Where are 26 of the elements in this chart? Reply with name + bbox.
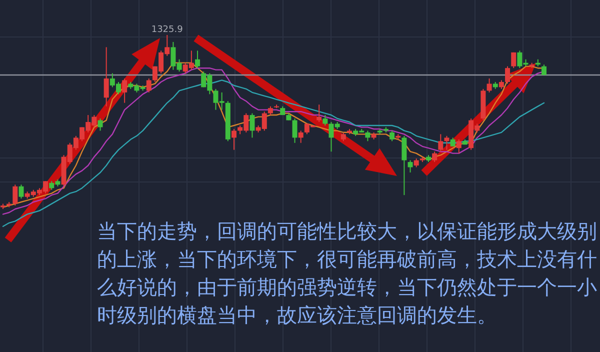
- candlestick: [231, 128, 236, 150]
- candlestick: [316, 104, 322, 122]
- candlestick: [486, 78, 492, 93]
- candlestick: [390, 130, 395, 142]
- candlestick: [505, 66, 510, 84]
- candlestick: [322, 114, 328, 126]
- candlestick: [195, 50, 200, 69]
- candlestick: [292, 118, 298, 144]
- annotation: 1325.9: [151, 25, 183, 35]
- candlestick: [122, 78, 128, 104]
- candlestick: [104, 46, 109, 107]
- candlestick: [12, 184, 18, 206]
- candlestick: [98, 118, 103, 132]
- candlestick: [511, 52, 516, 69]
- candlestick: [408, 160, 413, 173]
- candlestick: [432, 151, 438, 163]
- candlestick: [365, 130, 370, 142]
- candlestick: [444, 135, 450, 150]
- candlestick: [402, 135, 407, 196]
- candlestick: [298, 130, 304, 144]
- candlestick: [146, 78, 152, 93]
- text: 当下的走势，回调的可能性比较大，以保证能形成大级别的上涨，当下的环境下，很可能再破前高，技术上没有什么好说的，由于前期的强势逆转，当下仍然处于一个一小时级别的横盘当中，故应该注意回调的发生。: [97, 219, 597, 329]
- candlestick: [456, 138, 462, 154]
- candlestick: [18, 184, 24, 200]
- candlestick: [438, 134, 444, 152]
- candlestick: [250, 112, 255, 138]
